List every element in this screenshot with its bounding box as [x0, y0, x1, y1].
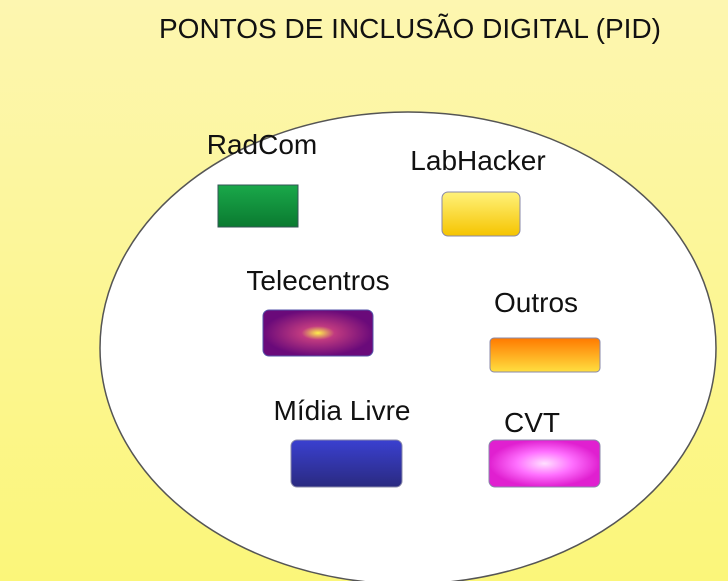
node-box — [441, 191, 521, 237]
node-box — [290, 439, 403, 488]
node-label: Outros — [494, 287, 578, 318]
node-box — [489, 337, 601, 373]
node-label: Telecentros — [246, 265, 389, 296]
title: PONTOS DE INCLUSÃO DIGITAL (PID) — [159, 13, 661, 44]
node-box — [262, 309, 374, 357]
node-label: LabHacker — [410, 145, 545, 176]
node-box — [217, 184, 299, 228]
node-box — [488, 439, 601, 488]
node-label: CVT — [504, 407, 560, 438]
circle — [99, 111, 717, 585]
node-label: RadCom — [207, 129, 317, 160]
node-label: Mídia Livre — [274, 395, 411, 426]
